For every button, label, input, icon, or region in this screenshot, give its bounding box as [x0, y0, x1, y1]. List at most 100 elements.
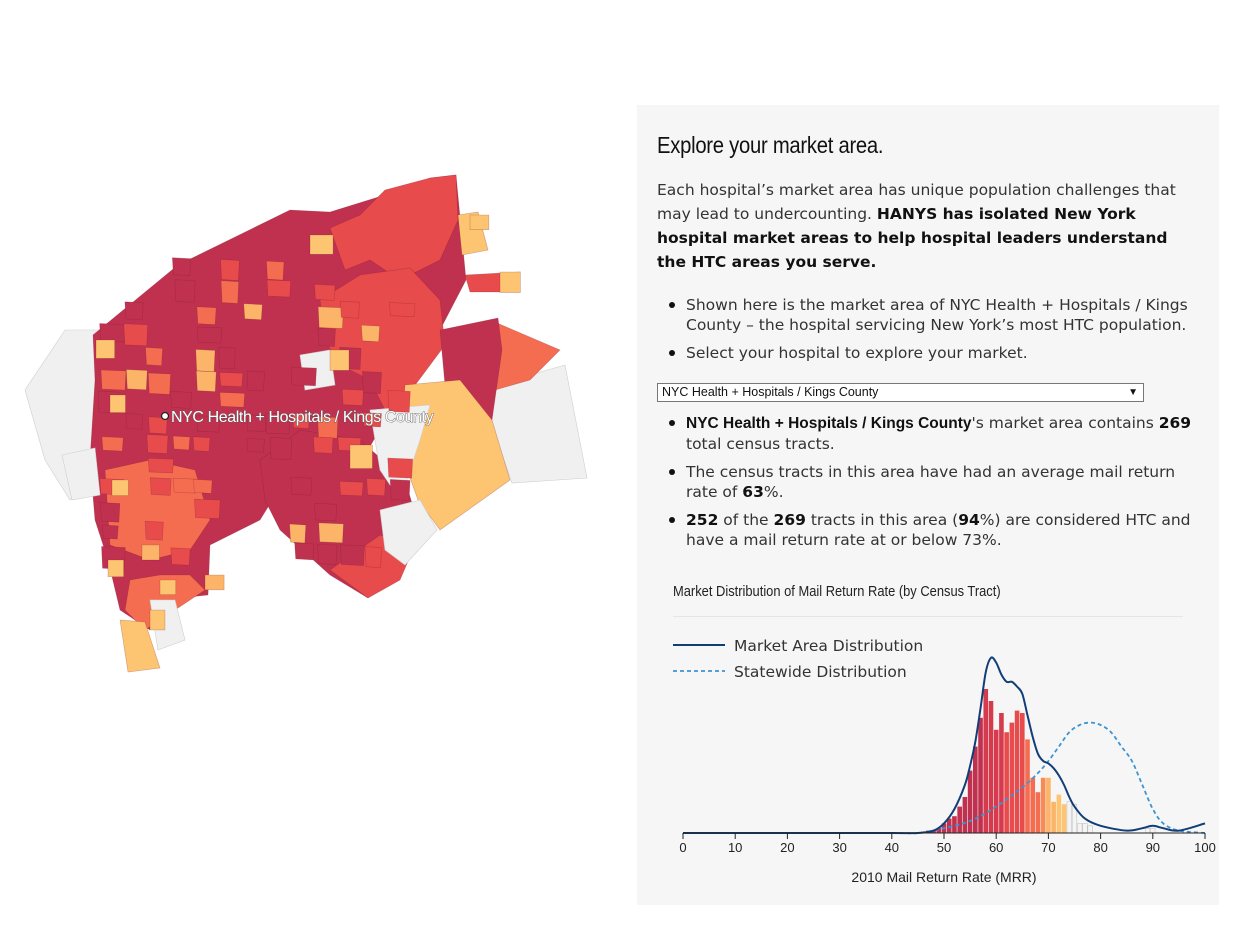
census-tract[interactable]: [290, 366, 317, 387]
census-tract[interactable]: [170, 547, 191, 566]
census-tract[interactable]: [314, 283, 336, 301]
census-tract[interactable]: [124, 301, 144, 321]
census-tract[interactable]: [265, 413, 291, 435]
census-tract[interactable]: [361, 324, 381, 343]
census-tract[interactable]: [362, 371, 382, 394]
census-tract[interactable]: [340, 300, 360, 319]
census-tract[interactable]: [289, 523, 307, 544]
census-tract[interactable]: [219, 371, 244, 388]
census-tract[interactable]: [339, 480, 364, 497]
census-tract[interactable]: [196, 306, 217, 325]
census-tract-yellow[interactable]: [499, 271, 521, 293]
census-tract[interactable]: [219, 392, 246, 408]
census-tract[interactable]: [196, 326, 223, 344]
census-tract[interactable]: [220, 280, 240, 304]
census-tract[interactable]: [294, 542, 315, 561]
census-tract[interactable]: [123, 323, 149, 347]
census-tract-yellow[interactable]: [469, 214, 490, 230]
census-tract-yellow[interactable]: [119, 619, 161, 673]
legend-statewide-label: Statewide Distribution: [734, 663, 907, 681]
census-tract[interactable]: [149, 477, 172, 496]
census-tract[interactable]: [172, 435, 191, 451]
census-tract[interactable]: [125, 369, 148, 391]
census-tract[interactable]: [101, 436, 124, 452]
census-tract[interactable]: [317, 306, 344, 329]
census-tract[interactable]: [317, 543, 338, 565]
census-tract[interactable]: [340, 544, 365, 566]
list-item: The census tracts in this area have had …: [657, 462, 1197, 502]
census-tract[interactable]: [317, 416, 339, 439]
census-tract[interactable]: [99, 323, 126, 342]
census-tract[interactable]: [147, 372, 171, 395]
census-tract[interactable]: [172, 257, 192, 276]
census-tract[interactable]: [195, 349, 216, 373]
census-tract-yellow[interactable]: [309, 234, 334, 255]
census-tract[interactable]: [145, 347, 163, 367]
histogram-bar: [946, 818, 952, 833]
histogram-bar: [962, 797, 968, 833]
census-tract[interactable]: [218, 346, 236, 370]
census-tract[interactable]: [290, 476, 313, 496]
census-tract-yellow[interactable]: [204, 574, 225, 591]
census-tract[interactable]: [364, 546, 382, 568]
histogram-bar: [1019, 713, 1025, 833]
census-tract[interactable]: [144, 520, 164, 541]
census-tract[interactable]: [192, 436, 211, 452]
census-tract[interactable]: [389, 479, 411, 501]
census-tract[interactable]: [170, 391, 192, 409]
census-tract[interactable]: [148, 416, 168, 435]
census-tract-yellow[interactable]: [349, 444, 373, 469]
census-tract[interactable]: [266, 279, 292, 298]
hospital-select[interactable]: NYC Health + Hospitals / Kings County ▼: [657, 383, 1144, 402]
census-tract[interactable]: [220, 259, 240, 281]
census-tract-yellow[interactable]: [95, 339, 115, 359]
histogram-bar: [1040, 777, 1046, 833]
census-tract[interactable]: [146, 434, 169, 454]
census-tract[interactable]: [387, 457, 413, 479]
dropdown-arrow-icon[interactable]: ▼: [1128, 387, 1138, 398]
census-tract[interactable]: [318, 522, 344, 544]
hospital-marker-icon[interactable]: [160, 411, 170, 421]
chart-title: Market Distribution of Mail Return Rate …: [673, 583, 1001, 600]
census-tract[interactable]: [100, 502, 121, 523]
census-tract-gray[interactable]: [379, 499, 438, 566]
census-tract[interactable]: [317, 327, 336, 347]
census-tract[interactable]: [313, 436, 334, 454]
census-tract-gray[interactable]: [61, 447, 101, 501]
census-tract[interactable]: [246, 414, 267, 432]
census-tract-red[interactable]: [329, 174, 459, 281]
census-tract[interactable]: [172, 477, 197, 494]
census-tract-yellow[interactable]: [109, 394, 126, 413]
census-tract[interactable]: [194, 498, 221, 519]
census-tract[interactable]: [101, 524, 119, 540]
census-tract[interactable]: [246, 437, 265, 453]
census-tract[interactable]: [292, 412, 310, 429]
census-tract-yellow[interactable]: [111, 479, 129, 496]
census-tract-yellow[interactable]: [149, 609, 166, 631]
census-tract-yellow[interactable]: [329, 349, 350, 371]
census-tract[interactable]: [389, 302, 416, 317]
market-area-map[interactable]: NYC Health + Hospitals / Kings County: [0, 0, 630, 950]
census-tract[interactable]: [314, 503, 338, 522]
census-tract[interactable]: [196, 370, 217, 392]
census-tract-layer[interactable]: [24, 174, 588, 673]
census-tract[interactable]: [341, 388, 364, 406]
census-tract[interactable]: [362, 412, 382, 428]
census-tract[interactable]: [174, 279, 196, 303]
census-tract[interactable]: [100, 369, 127, 391]
histogram-bar: [1150, 827, 1156, 834]
census-tract[interactable]: [387, 390, 411, 413]
census-tract[interactable]: [269, 437, 293, 461]
census-tract[interactable]: [147, 457, 174, 474]
census-tract-yellow[interactable]: [159, 579, 177, 596]
census-tract[interactable]: [125, 413, 143, 430]
census-tract[interactable]: [246, 370, 265, 392]
census-tract[interactable]: [243, 303, 263, 321]
choropleth-map[interactable]: NYC Health + Hospitals / Kings County: [0, 0, 630, 950]
census-tract[interactable]: [266, 260, 285, 281]
census-tract-yellow[interactable]: [141, 544, 160, 561]
census-tract-yellow[interactable]: [107, 559, 124, 578]
census-tract[interactable]: [366, 478, 386, 497]
census-tract[interactable]: [196, 415, 221, 433]
census-tract[interactable]: [193, 479, 213, 494]
